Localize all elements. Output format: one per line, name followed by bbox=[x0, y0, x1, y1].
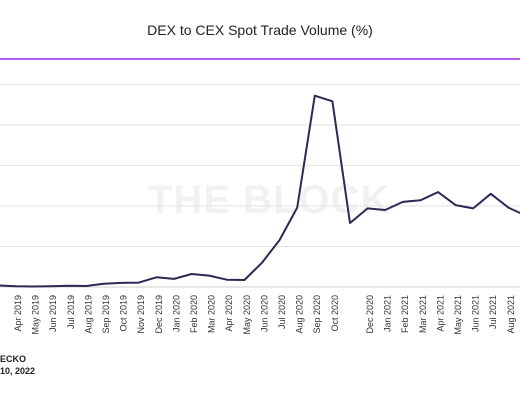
x-tick-label-19: Dec 2020 bbox=[365, 295, 375, 334]
x-tick-label-2: Jun 2019 bbox=[48, 295, 58, 332]
data-point-oct-2020 bbox=[331, 100, 334, 103]
x-tick-label-15: Jul 2020 bbox=[277, 295, 287, 329]
x-tick-label-1: May 2019 bbox=[31, 295, 41, 335]
data-point-jul-2020 bbox=[278, 239, 281, 241]
data-point-feb-2021 bbox=[402, 201, 404, 203]
data-point-feb-2020 bbox=[190, 273, 193, 275]
x-tick-label-12: Apr 2020 bbox=[224, 295, 234, 332]
data-point-apr-2019 bbox=[14, 285, 17, 288]
x-axis-tick-labels: Apr 2019 May 2019 Jun 2019 Jul 2019 Aug 2019… bbox=[13, 295, 516, 335]
data-point-may-2021 bbox=[454, 204, 457, 206]
x-tick-label-9: Jan 2020 bbox=[171, 295, 181, 332]
data-point-dec-2020 bbox=[366, 207, 369, 210]
data-point-jun-2020 bbox=[261, 261, 263, 264]
x-tick-label-26: Jul 2021 bbox=[488, 295, 498, 329]
x-tick-label-27: Aug 2021 bbox=[506, 295, 516, 334]
data-point-may-2019 bbox=[32, 285, 34, 288]
x-tick-label-6: Oct 2019 bbox=[119, 295, 129, 332]
data-point-apr-2020 bbox=[226, 278, 228, 281]
data-point-jun-2021 bbox=[472, 207, 475, 210]
x-tick-label-4: Aug 2019 bbox=[83, 295, 93, 334]
data-point-aug-2019 bbox=[85, 285, 87, 287]
x-tick-label-16: Aug 2020 bbox=[295, 295, 305, 334]
data-point-sep-2020 bbox=[314, 94, 316, 97]
data-point-nov-2020 bbox=[349, 222, 351, 224]
data-point-mar-2021 bbox=[419, 199, 422, 202]
data-point-oct-2019 bbox=[120, 282, 122, 284]
data-point-jul-2019 bbox=[67, 284, 70, 287]
data-point-may-2020 bbox=[243, 279, 246, 281]
chart-title: DEX to CEX Spot Trade Volume (%) bbox=[147, 22, 373, 38]
x-tick-label-22: Mar 2021 bbox=[418, 295, 428, 333]
data-point-jan-2021 bbox=[384, 209, 387, 211]
data-point-dec-2019 bbox=[155, 276, 158, 279]
data-point-apr-2021 bbox=[437, 191, 439, 193]
x-tick-label-17: Sep 2020 bbox=[312, 295, 322, 334]
data-point-jan-2020 bbox=[173, 278, 175, 280]
x-tick-label-8: Dec 2019 bbox=[154, 295, 164, 334]
data-point-aug-2020 bbox=[296, 206, 299, 209]
data-point-mar-2020 bbox=[208, 274, 210, 277]
data-point-sep-2019 bbox=[102, 283, 105, 285]
x-tick-label-3: Jul 2019 bbox=[66, 295, 76, 329]
series-layer bbox=[0, 94, 520, 288]
x-tick-label-20: Jan 2021 bbox=[383, 295, 393, 332]
x-tick-label-7: Nov 2019 bbox=[136, 295, 146, 334]
x-tick-label-0: Apr 2019 bbox=[13, 295, 23, 332]
data-point-aug-2021 bbox=[507, 206, 510, 209]
x-tick-label-18: Oct 2020 bbox=[330, 295, 340, 332]
data-point-jun-2019 bbox=[50, 285, 52, 288]
x-tick-label-11: Mar 2020 bbox=[207, 295, 217, 333]
x-tick-label-5: Sep 2019 bbox=[101, 295, 111, 334]
x-tick-label-23: Apr 2021 bbox=[435, 295, 445, 332]
accent-rule bbox=[0, 58, 520, 60]
x-tick-label-14: Jun 2020 bbox=[259, 295, 269, 332]
data-point-jul-2021 bbox=[490, 193, 492, 195]
date-label: 10, 2022 bbox=[0, 366, 36, 376]
source-label: ECKO bbox=[0, 354, 27, 364]
x-tick-label-10: Feb 2020 bbox=[189, 295, 199, 333]
gridlines bbox=[0, 83, 520, 288]
data-point-nov-2019 bbox=[138, 281, 140, 284]
series-line-0 bbox=[0, 94, 520, 288]
x-tick-label-21: Feb 2021 bbox=[400, 295, 410, 333]
x-tick-label-25: Jun 2021 bbox=[471, 295, 481, 332]
x-tick-label-24: May 2021 bbox=[453, 295, 463, 335]
x-tick-label-13: May 2020 bbox=[242, 295, 252, 335]
